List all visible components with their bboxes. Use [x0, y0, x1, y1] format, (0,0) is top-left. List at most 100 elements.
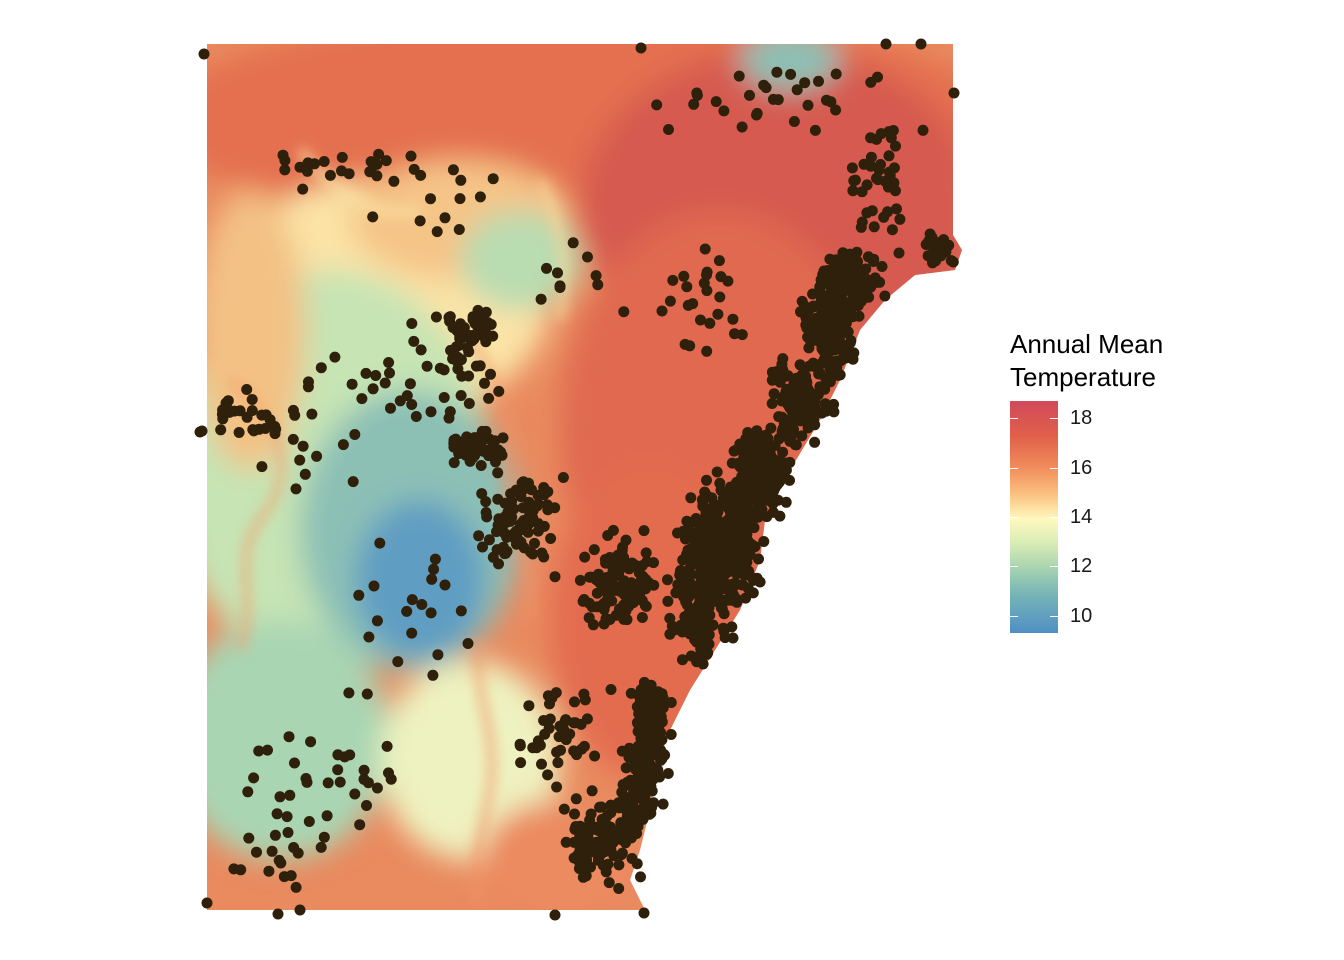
occurrence-point: [324, 169, 336, 181]
occurrence-point: [578, 740, 590, 752]
occurrence-point: [727, 313, 739, 325]
occurrence-point: [469, 432, 480, 444]
occurrence-point: [695, 593, 707, 604]
occurrence-point: [480, 496, 492, 508]
occurrence-point: [294, 904, 306, 916]
occurrence-point: [803, 393, 815, 405]
occurrence-point: [318, 831, 330, 843]
occurrence-point: [278, 871, 290, 883]
occurrence-point: [648, 579, 660, 591]
occurrence-point: [796, 369, 808, 381]
occurrence-point: [662, 574, 673, 586]
occurrence-point: [590, 270, 602, 282]
occurrence-point: [583, 597, 595, 609]
occurrence-point: [825, 96, 837, 108]
occurrence-point: [483, 534, 495, 546]
occurrence-point: [876, 261, 888, 272]
occurrence-point: [477, 541, 488, 553]
occurrence-point: [585, 861, 596, 873]
occurrence-point: [662, 768, 674, 779]
occurrence-point: [868, 253, 880, 265]
occurrence-point: [274, 791, 286, 803]
occurrence-point: [948, 87, 960, 99]
occurrence-point: [711, 466, 723, 478]
occurrence-point: [705, 584, 717, 596]
occurrence-point: [691, 87, 703, 99]
occurrence-point: [802, 99, 814, 111]
occurrence-point: [640, 600, 652, 612]
occurrence-point: [347, 476, 359, 488]
occurrence-point: [588, 544, 600, 556]
occurrence-point: [456, 370, 468, 382]
occurrence-point: [641, 556, 653, 568]
occurrence-point: [618, 551, 630, 563]
occurrence-point: [774, 510, 786, 522]
occurrence-point: [290, 483, 302, 495]
occurrence-point: [838, 296, 850, 308]
occurrence-point: [332, 749, 344, 761]
occurrence-point: [699, 243, 711, 255]
occurrence-point: [776, 412, 788, 424]
occurrence-point: [915, 38, 927, 50]
occurrence-point: [605, 684, 617, 695]
occurrence-point: [751, 107, 763, 119]
occurrence-point: [737, 579, 749, 591]
occurrence-point: [541, 262, 552, 274]
occurrence-point: [677, 622, 689, 634]
occurrence-point: [753, 553, 764, 565]
occurrence-point: [795, 403, 807, 415]
occurrence-point: [893, 247, 905, 259]
occurrence-point: [672, 527, 683, 539]
occurrence-point: [801, 313, 812, 325]
occurrence-point: [633, 751, 645, 763]
occurrence-point: [656, 753, 668, 765]
occurrence-point: [543, 722, 555, 734]
occurrence-point: [538, 551, 550, 563]
occurrence-point: [499, 497, 511, 509]
occurrence-point: [803, 342, 815, 354]
occurrence-point: [755, 494, 767, 506]
occurrence-point: [842, 276, 854, 288]
occurrence-point: [638, 525, 650, 537]
occurrence-point: [733, 70, 745, 82]
occurrence-point: [558, 724, 570, 735]
occurrence-point: [872, 174, 884, 186]
occurrence-point: [701, 474, 712, 486]
occurrence-point: [687, 298, 699, 310]
occurrence-point: [917, 124, 929, 136]
occurrence-point: [723, 536, 734, 548]
occurrence-point: [796, 430, 808, 442]
occurrence-point: [455, 390, 467, 401]
occurrence-point: [329, 351, 341, 363]
occurrence-point: [287, 433, 299, 445]
occurrence-point: [926, 231, 938, 243]
occurrence-point: [802, 422, 814, 434]
occurrence-point: [568, 836, 580, 848]
occurrence-point: [774, 376, 786, 388]
occurrence-point: [343, 168, 355, 180]
occurrence-point: [817, 269, 829, 281]
occurrence-point: [241, 384, 253, 395]
occurrence-point: [861, 207, 873, 219]
occurrence-point: [656, 305, 668, 317]
occurrence-point: [198, 48, 210, 60]
occurrence-point: [427, 669, 439, 681]
occurrence-point: [642, 718, 654, 730]
occurrence-point: [595, 801, 607, 813]
occurrence-point: [499, 548, 511, 560]
occurrence-point: [558, 803, 570, 815]
occurrence-point: [603, 829, 615, 841]
occurrence-point: [360, 367, 372, 379]
occurrence-point: [841, 327, 853, 338]
occurrence-point: [425, 406, 437, 418]
occurrence-point: [816, 324, 828, 336]
occurrence-point: [830, 275, 841, 287]
occurrence-point: [248, 425, 260, 437]
occurrence-point: [688, 98, 700, 110]
occurrence-point: [640, 547, 652, 559]
occurrence-point: [248, 772, 260, 784]
occurrence-point: [439, 212, 451, 224]
occurrence-point: [636, 612, 648, 623]
occurrence-point: [695, 314, 706, 326]
occurrence-point: [288, 842, 300, 853]
